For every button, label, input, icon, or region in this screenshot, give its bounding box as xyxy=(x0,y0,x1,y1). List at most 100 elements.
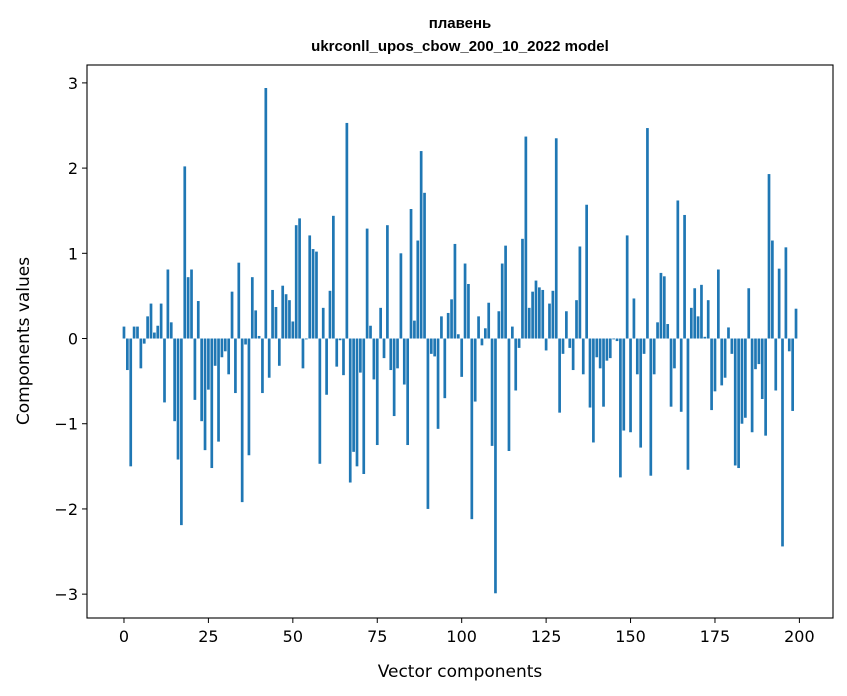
bar-component-70 xyxy=(359,338,362,373)
bar-component-143 xyxy=(605,338,609,361)
y-axis-ticks: −3 −2 −1 0 1 2 3 xyxy=(54,74,87,604)
bar-component-122 xyxy=(534,280,538,339)
bar-component-76 xyxy=(379,307,382,339)
bar-component-193 xyxy=(774,338,778,391)
x-axis-label: Vector components xyxy=(378,662,543,682)
bar-component-135 xyxy=(578,246,582,339)
bar-component-38 xyxy=(250,277,254,339)
bar-component-67 xyxy=(348,338,352,483)
bar-component-43 xyxy=(267,338,271,378)
bar-component-13 xyxy=(166,269,170,339)
bar-component-111 xyxy=(497,311,501,339)
bar-component-102 xyxy=(467,283,470,339)
bar-component-81 xyxy=(396,338,399,369)
bar-component-99 xyxy=(456,334,460,339)
bar-component-176 xyxy=(716,269,720,339)
bar-component-105 xyxy=(477,316,480,339)
bar-component-90 xyxy=(426,338,430,509)
bar-component-166 xyxy=(683,214,686,339)
chart-title-line2: ukrconll_upos_cbow_200_10_2022 model xyxy=(311,38,609,55)
bar-component-146 xyxy=(615,338,619,342)
bar-component-12 xyxy=(163,338,166,403)
bar-component-144 xyxy=(608,338,612,359)
bar-component-49 xyxy=(288,300,291,339)
bar-component-79 xyxy=(389,338,393,371)
y-tick-label: −3 xyxy=(54,585,78,604)
bar-component-75 xyxy=(375,338,379,446)
y-tick-label: −2 xyxy=(54,500,78,519)
bar-component-136 xyxy=(581,338,585,375)
y-tick-label: −1 xyxy=(54,415,78,434)
bar-component-199 xyxy=(794,308,798,339)
bar-component-4 xyxy=(136,326,139,339)
bar-component-186 xyxy=(750,338,754,433)
bar-component-21 xyxy=(193,338,197,400)
bar-component-63 xyxy=(335,338,339,367)
y-tick-label: 2 xyxy=(68,159,78,178)
bar-component-42 xyxy=(264,88,268,339)
bar-component-183 xyxy=(740,338,744,424)
bar-component-118 xyxy=(521,238,524,339)
bar-component-129 xyxy=(558,338,561,413)
bar-component-173 xyxy=(706,300,710,339)
bar-component-180 xyxy=(730,338,734,354)
bar-component-57 xyxy=(315,251,318,339)
plot-frame xyxy=(86,64,834,619)
bar-component-58 xyxy=(318,338,322,464)
bar-component-33 xyxy=(234,338,237,394)
bar-component-164 xyxy=(676,200,680,339)
bar-component-117 xyxy=(517,338,521,348)
bar-component-22 xyxy=(196,301,200,339)
bar-component-59 xyxy=(321,307,325,339)
bar-component-95 xyxy=(443,338,447,399)
bar-component-192 xyxy=(771,240,774,339)
bar-component-126 xyxy=(548,303,551,339)
bar-component-171 xyxy=(700,284,703,339)
bar-component-113 xyxy=(504,245,507,339)
y-tick-label: 3 xyxy=(68,74,78,93)
bar-component-40 xyxy=(257,335,261,339)
bar-component-155 xyxy=(646,128,649,339)
bar-component-153 xyxy=(639,338,643,448)
bar-component-88 xyxy=(419,151,423,339)
y-axis-label: Components values xyxy=(14,257,34,425)
bar-component-69 xyxy=(355,338,359,467)
bar-component-39 xyxy=(254,310,258,339)
bar-component-116 xyxy=(514,338,518,391)
bar-component-112 xyxy=(500,263,504,339)
bar-component-65 xyxy=(342,338,345,376)
bar-component-141 xyxy=(598,338,602,369)
bar-component-133 xyxy=(571,338,575,371)
bar-component-62 xyxy=(332,215,335,339)
bar-component-157 xyxy=(652,338,656,375)
bar-component-50 xyxy=(291,321,295,339)
bar-component-132 xyxy=(568,338,572,348)
bar-component-1 xyxy=(126,338,129,371)
bar-component-96 xyxy=(446,312,450,339)
bar-component-191 xyxy=(767,174,771,339)
bar-component-161 xyxy=(666,324,670,339)
bar-component-119 xyxy=(524,136,528,339)
bar-component-158 xyxy=(656,322,659,339)
bar-component-175 xyxy=(713,338,717,392)
bar-component-125 xyxy=(544,338,548,351)
bar-component-110 xyxy=(494,338,497,594)
bar-component-189 xyxy=(760,338,764,400)
bar-component-127 xyxy=(551,290,555,339)
bar-component-98 xyxy=(453,243,457,339)
bar-component-71 xyxy=(362,338,366,474)
bar-component-84 xyxy=(406,338,410,446)
bar-component-19 xyxy=(186,277,190,339)
bar-component-156 xyxy=(649,338,653,476)
bar-component-182 xyxy=(737,338,740,469)
x-tick-label: 100 xyxy=(446,627,477,646)
bar-component-2 xyxy=(129,338,133,467)
bar-component-26 xyxy=(210,338,214,469)
bar-component-163 xyxy=(673,338,676,369)
bar-component-185 xyxy=(747,288,751,339)
bar-component-187 xyxy=(754,338,757,370)
y-tick-label: 1 xyxy=(68,244,78,263)
bar-component-151 xyxy=(632,298,636,339)
bar-component-106 xyxy=(480,338,484,346)
